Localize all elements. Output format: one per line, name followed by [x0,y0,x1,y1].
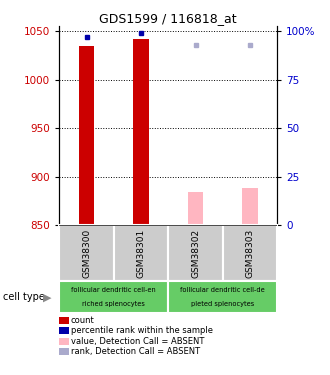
Bar [59,281,168,313]
Bar [188,192,203,225]
Text: GSM38301: GSM38301 [137,228,146,278]
Text: follicular dendritic cell-en: follicular dendritic cell-en [72,287,156,293]
Text: riched splenocytes: riched splenocytes [82,301,145,307]
Text: pleted splenocytes: pleted splenocytes [191,301,254,307]
Title: GDS1599 / 116818_at: GDS1599 / 116818_at [99,12,237,25]
Text: cell type: cell type [3,292,45,302]
Bar [114,225,168,281]
Bar [168,225,223,281]
Text: percentile rank within the sample: percentile rank within the sample [71,326,213,335]
Bar [59,225,114,281]
Text: GSM38300: GSM38300 [82,228,91,278]
Text: GSM38302: GSM38302 [191,228,200,278]
Bar [133,39,149,225]
Text: rank, Detection Call = ABSENT: rank, Detection Call = ABSENT [71,347,200,356]
Text: follicular dendritic cell-de: follicular dendritic cell-de [181,287,265,293]
Bar [223,225,277,281]
Bar [242,188,258,225]
Text: value, Detection Call = ABSENT: value, Detection Call = ABSENT [71,337,204,346]
Text: GSM38303: GSM38303 [246,228,254,278]
Bar [168,281,277,313]
Text: ▶: ▶ [43,292,51,302]
Text: count: count [71,316,95,325]
Bar [79,46,94,225]
